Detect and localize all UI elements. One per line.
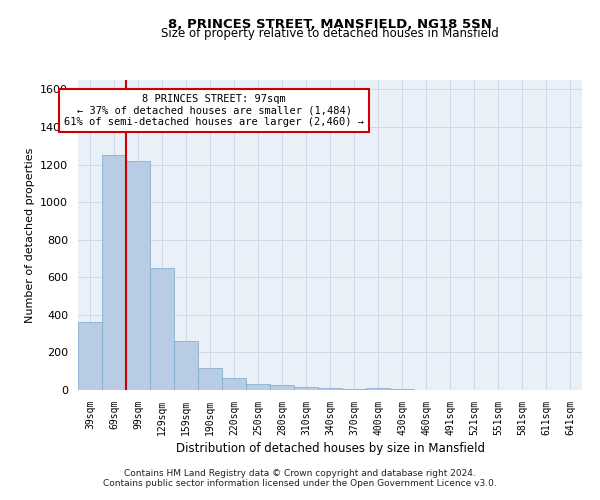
Bar bbox=[246, 384, 270, 390]
Bar bbox=[78, 322, 102, 390]
Text: Contains HM Land Registry data © Crown copyright and database right 2024.: Contains HM Land Registry data © Crown c… bbox=[124, 468, 476, 477]
X-axis label: Distribution of detached houses by size in Mansfield: Distribution of detached houses by size … bbox=[176, 442, 485, 455]
Bar bbox=[198, 368, 222, 390]
Bar bbox=[342, 389, 366, 390]
Bar bbox=[318, 388, 342, 390]
Bar bbox=[102, 155, 126, 390]
Bar bbox=[366, 388, 390, 390]
Y-axis label: Number of detached properties: Number of detached properties bbox=[25, 148, 35, 322]
Bar bbox=[126, 161, 150, 390]
Text: Contains public sector information licensed under the Open Government Licence v3: Contains public sector information licen… bbox=[103, 478, 497, 488]
Text: 8, PRINCES STREET, MANSFIELD, NG18 5SN: 8, PRINCES STREET, MANSFIELD, NG18 5SN bbox=[168, 18, 492, 30]
Text: 8 PRINCES STREET: 97sqm
← 37% of detached houses are smaller (1,484)
61% of semi: 8 PRINCES STREET: 97sqm ← 37% of detache… bbox=[64, 94, 364, 127]
Bar bbox=[174, 341, 198, 390]
Bar bbox=[294, 386, 318, 390]
Bar bbox=[150, 268, 174, 390]
Bar bbox=[270, 386, 294, 390]
Text: Size of property relative to detached houses in Mansfield: Size of property relative to detached ho… bbox=[161, 28, 499, 40]
Bar bbox=[222, 378, 246, 390]
